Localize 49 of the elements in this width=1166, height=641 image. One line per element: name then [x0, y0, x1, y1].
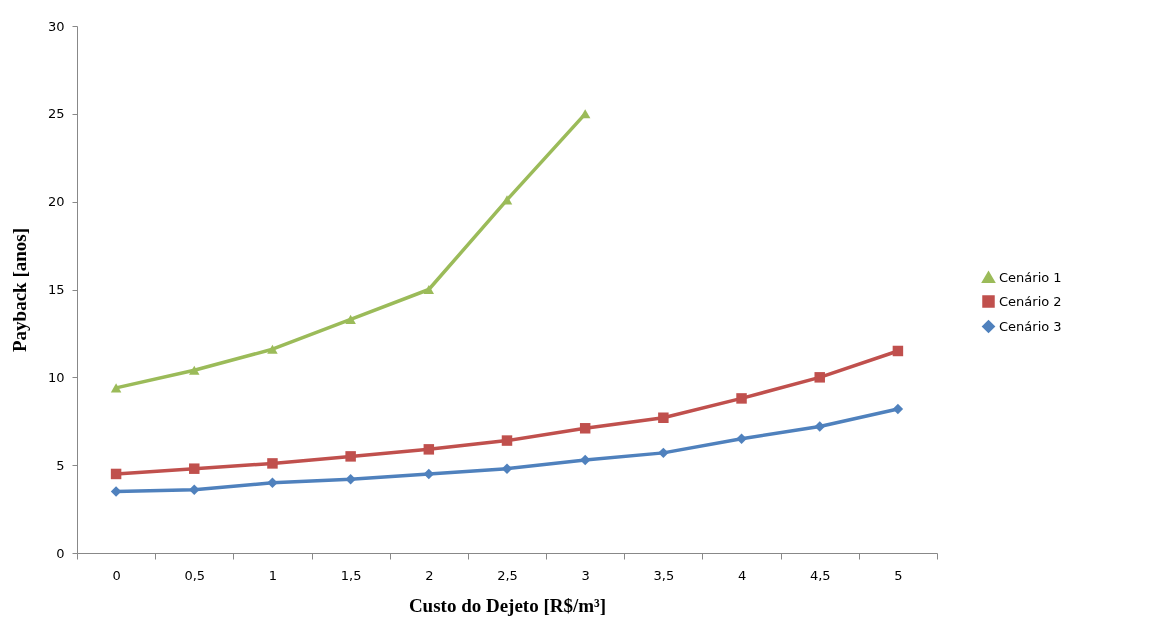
y-tick-label: 5 — [56, 457, 65, 473]
point — [189, 484, 200, 495]
point — [658, 447, 669, 459]
point — [110, 468, 122, 480]
point — [423, 284, 435, 295]
y-tick-label: 30 — [47, 18, 65, 34]
x-tick-label: 4 — [737, 567, 747, 583]
x-tick-label: 0 — [112, 567, 121, 583]
point — [892, 403, 904, 415]
x-axis-title: Custo do Dejeto [R$/m³] — [408, 594, 607, 616]
point — [110, 383, 122, 393]
point — [267, 477, 278, 488]
point — [814, 372, 825, 383]
x-tick-label: 1 — [268, 567, 278, 583]
legend-label: Cenário 2 — [999, 293, 1062, 309]
x-tick-label: 2,5 — [497, 567, 518, 583]
x-tick-label: 2 — [425, 567, 434, 583]
point — [501, 463, 513, 474]
y-tick-label: 25 — [47, 106, 65, 122]
y-tick-label: 0 — [56, 545, 65, 561]
x-tick-label: 1,5 — [340, 567, 362, 583]
point — [345, 314, 356, 324]
x-tick-label: 0,5 — [184, 567, 206, 583]
point — [658, 412, 669, 423]
point — [501, 195, 513, 205]
y-tick-label: 10 — [47, 369, 65, 385]
point — [736, 393, 747, 404]
x-tick-label: 5 — [894, 567, 903, 583]
y-tick-label: 15 — [47, 282, 65, 297]
point — [189, 463, 200, 474]
y-tick-label: 20 — [47, 194, 65, 210]
point — [501, 435, 513, 446]
legend-label: Cenário 3 — [999, 318, 1062, 334]
point — [267, 458, 278, 469]
point — [345, 451, 356, 462]
point — [189, 365, 200, 375]
point — [736, 433, 747, 445]
x-tick-label: 4,5 — [809, 567, 831, 583]
legend-label: Cenário 1 — [999, 269, 1062, 285]
point — [579, 109, 591, 119]
x-tick-label: 3,5 — [653, 567, 675, 583]
point — [345, 473, 356, 485]
point — [267, 344, 278, 354]
x-tick-label: 3 — [581, 567, 590, 583]
point — [814, 421, 825, 432]
point — [423, 444, 435, 455]
point — [892, 345, 904, 357]
y-axis-title: Payback [anos] — [8, 227, 30, 353]
point — [579, 423, 591, 434]
